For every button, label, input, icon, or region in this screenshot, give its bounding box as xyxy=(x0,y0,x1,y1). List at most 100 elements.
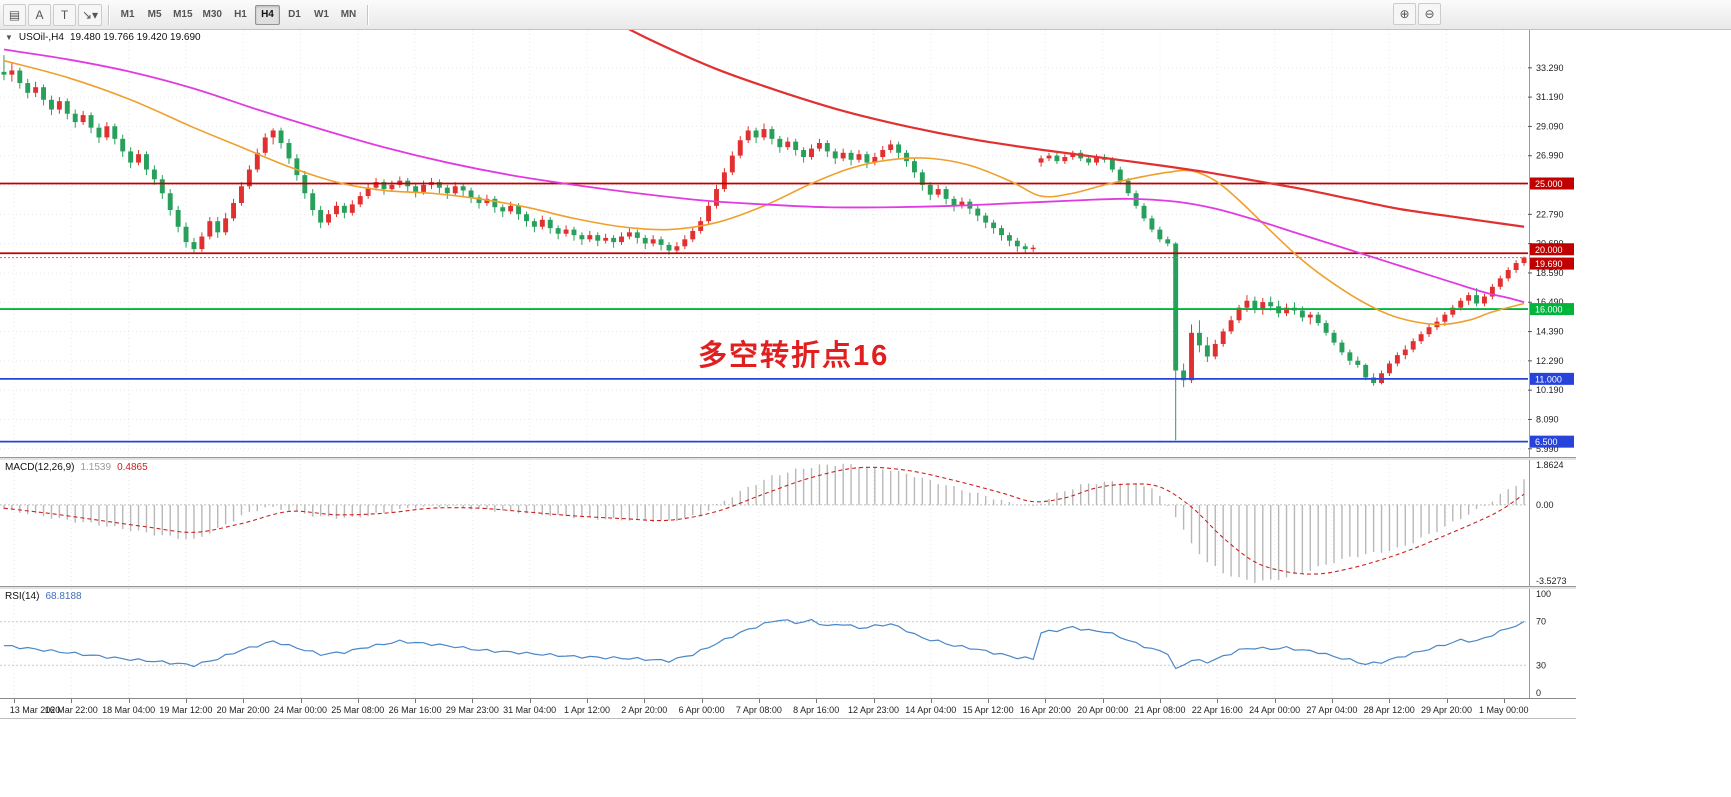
timeframe-button-h1[interactable]: H1 xyxy=(234,9,247,20)
time-tick xyxy=(357,699,359,703)
shapes-dropdown-icon[interactable]: ↘▾ xyxy=(78,3,103,26)
time-tick xyxy=(529,699,531,703)
ma-mid-magenta xyxy=(3,48,1525,303)
price-scale-label: 8.090 xyxy=(1536,414,1559,424)
pane-divider[interactable] xyxy=(0,586,1576,589)
macd-scale-label: -3.5273 xyxy=(1536,576,1567,586)
rsi-scale-label: 70 xyxy=(1536,617,1546,627)
time-axis-label: 27 Apr 04:00 xyxy=(1306,705,1358,715)
timeframe-button-mn[interactable]: MN xyxy=(340,9,357,20)
toolbar-separator xyxy=(366,4,368,25)
text-tool-icon[interactable]: T xyxy=(53,3,76,26)
ma-fast-orange xyxy=(3,59,1525,326)
time-axis-label: 24 Apr 00:00 xyxy=(1249,705,1301,715)
price-badge xyxy=(1530,303,1574,316)
rsi-line xyxy=(3,618,1525,670)
price-scale-label: 16.490 xyxy=(1536,297,1564,307)
rsi-scale-label: 100 xyxy=(1536,589,1551,599)
macd-label: MACD(12,26,9) xyxy=(5,462,75,473)
drawing-tools-group: ▤ A T ↘▾ xyxy=(3,3,103,26)
macd-histogram xyxy=(3,463,1525,583)
time-axis-label: 22 Apr 16:00 xyxy=(1191,705,1243,715)
time-tick xyxy=(1274,699,1276,703)
time-tick xyxy=(243,699,245,703)
time-axis-label: 24 Mar 00:00 xyxy=(273,705,328,715)
rsi-scale-label: 0 xyxy=(1536,688,1541,698)
price-badge xyxy=(1530,435,1574,448)
time-tick xyxy=(1446,699,1448,703)
rsi-header: RSI(14) 68.8188 xyxy=(5,591,82,602)
annotation-text[interactable]: 多空转折点16 xyxy=(698,340,890,372)
price-scale-label: 12.290 xyxy=(1536,356,1564,366)
macd-scale-label: 0.00 xyxy=(1536,500,1554,510)
macd-canvas[interactable]: 1.8624 0.00 -3.5273 xyxy=(0,460,1576,586)
rsi-pane: 100 70 30 0 RSI(14) 68.8188 xyxy=(0,589,1576,698)
time-axis-label: 29 Apr 20:00 xyxy=(1420,705,1473,715)
timeframe-button-m5[interactable]: M5 xyxy=(147,9,162,20)
rsi-label: RSI(14) xyxy=(5,591,40,602)
price-badge-label: 6.500 xyxy=(1535,437,1558,447)
timeframe-group: M1 M5 M15 M30 H1 H4 D1 W1 MN xyxy=(115,4,361,25)
macd-header: MACD(12,26,9) 1.1539 0.4865 xyxy=(5,462,148,473)
collapse-icon[interactable]: ▼ xyxy=(5,33,13,42)
chart-grip-icon[interactable]: ▤ xyxy=(3,3,26,26)
annotation-letter-icon[interactable]: A xyxy=(28,3,51,26)
timeframe-button-h4[interactable]: H4 xyxy=(254,4,280,25)
rsi-canvas[interactable]: 100 70 30 0 xyxy=(0,589,1576,698)
price-scale-label: 22.790 xyxy=(1536,209,1564,219)
time-tick xyxy=(14,699,15,703)
time-axis-label: 18 Mar 04:00 xyxy=(102,705,156,715)
time-tick xyxy=(816,699,818,703)
time-axis-label: 20 Mar 20:00 xyxy=(216,705,270,715)
toolbar: ▤ A T ↘▾ M1 M5 M15 M30 H1 H4 D1 W1 MN ⊕ ⊖ xyxy=(0,0,1731,30)
time-axis-label: 16 Mar 22:00 xyxy=(44,705,98,715)
timeframe-button-m1[interactable]: M1 xyxy=(120,9,135,20)
timeframe-button-m30[interactable]: M30 xyxy=(202,9,222,20)
time-axis-label: 16 Apr 20:00 xyxy=(1019,705,1071,715)
time-tick xyxy=(1102,699,1104,703)
time-axis-label: 13 Mar 2020 xyxy=(9,705,61,715)
price-scale-label: 14.390 xyxy=(1536,327,1564,337)
pane-divider[interactable] xyxy=(0,457,1576,460)
time-axis-label: 20 Apr 00:00 xyxy=(1077,705,1129,715)
time-axis-label: 1 May 00:00 xyxy=(1479,705,1529,715)
price-scale-label: 26.990 xyxy=(1536,151,1564,161)
price-badge xyxy=(1530,177,1574,190)
rsi-value: 68.8188 xyxy=(45,591,82,602)
time-axis-label: 8 Apr 16:00 xyxy=(793,705,840,715)
timeframe-button-w1[interactable]: W1 xyxy=(313,9,329,20)
price-scale-label: 5.990 xyxy=(1536,444,1559,454)
price-scale-label: 33.290 xyxy=(1536,63,1564,73)
time-tick xyxy=(701,699,703,703)
time-axis-label: 29 Mar 23:00 xyxy=(445,705,499,715)
macd-main-value: 1.1539 xyxy=(80,462,112,473)
time-axis-label: 28 Apr 12:00 xyxy=(1363,705,1415,715)
time-axis-label: 14 Apr 04:00 xyxy=(905,705,957,715)
time-axis-label: 6 Apr 00:00 xyxy=(678,705,725,715)
zoom-out-icon[interactable]: ⊖ xyxy=(1418,3,1441,25)
time-axis-label: 25 Mar 08:00 xyxy=(331,705,385,715)
time-tick xyxy=(1045,699,1047,703)
time-tick xyxy=(415,699,417,703)
main-chart-canvas[interactable]: 33.29031.19029.09026.99022.79020.69018.5… xyxy=(0,30,1576,457)
time-tick xyxy=(128,699,130,703)
time-tick xyxy=(644,699,646,703)
timeframe-button-m15[interactable]: M15 xyxy=(173,9,193,20)
price-scale-label: 18.590 xyxy=(1536,268,1564,278)
time-tick xyxy=(1503,699,1505,703)
price-scale-label: 10.190 xyxy=(1536,385,1564,395)
time-axis[interactable]: 13 Mar 2020 16 Mar 22:00 18 Mar 04:00 19 Ma… xyxy=(0,698,1576,718)
time-tick xyxy=(873,699,875,703)
time-axis-label: 1 Apr 12:00 xyxy=(563,705,611,715)
ma-slow-red xyxy=(628,30,1525,228)
toolbar-separator xyxy=(108,4,110,25)
time-tick xyxy=(185,699,187,703)
price-badge-label: 25.000 xyxy=(1535,179,1563,189)
timeframe-button-d1[interactable]: D1 xyxy=(288,9,301,20)
macd-signal-value: 0.4865 xyxy=(117,462,148,473)
price-badge xyxy=(1530,243,1574,256)
time-tick xyxy=(472,699,474,703)
zoom-in-icon[interactable]: ⊕ xyxy=(1393,3,1416,25)
macd-signal-line xyxy=(3,466,1525,575)
time-axis-label: 12 Apr 23:00 xyxy=(847,705,900,715)
